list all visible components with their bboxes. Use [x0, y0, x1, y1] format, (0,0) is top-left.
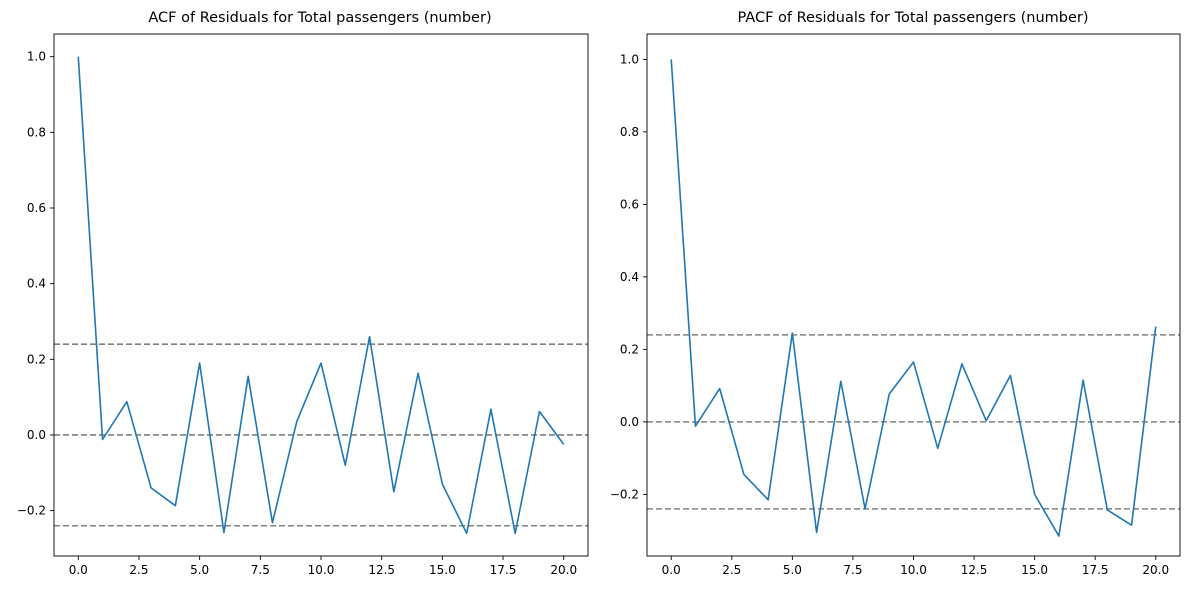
pacf-x-tick-label: 20.0 [1142, 563, 1169, 577]
acf-x-tick-label: 2.5 [129, 563, 148, 577]
pacf-axes-frame [646, 33, 1181, 557]
pacf-y-tick-label: 0.2 [620, 342, 639, 356]
acf-y-tick-label: −0.2 [17, 504, 46, 518]
pacf-y-tick-label: 1.0 [620, 52, 639, 66]
pacf-x-tick-label: 12.5 [961, 563, 988, 577]
acf-x-tick-label: 5.0 [190, 563, 209, 577]
acf-x-tick-label: 20.0 [550, 563, 577, 577]
acf-y-tick-label: 0.8 [27, 125, 46, 139]
pacf-x-tick-label: 7.5 [843, 563, 862, 577]
pacf-y-tick-label: −0.2 [610, 487, 639, 501]
acf-chart-title: ACF of Residuals for Total passengers (n… [148, 10, 491, 26]
acf-x-tick-label: 10.0 [308, 563, 335, 577]
pacf-x-tick-label: 2.5 [722, 563, 741, 577]
pacf-y-tick-label: 0.4 [620, 270, 639, 284]
acf-x-tick-label: 7.5 [251, 563, 270, 577]
pacf-panel: PACF of Residuals for Total passengers (… [610, 10, 1181, 577]
acf-y-tick-label: 0.2 [27, 352, 46, 366]
pacf-x-tick-label: 0.0 [662, 563, 681, 577]
pacf-chart-title: PACF of Residuals for Total passengers (… [737, 10, 1088, 26]
acf-panel: ACF of Residuals for Total passengers (n… [17, 10, 589, 577]
acf-x-tick-label: 0.0 [69, 563, 88, 577]
acf-x-tick-label: 17.5 [490, 563, 517, 577]
acf-x-tick-label: 12.5 [368, 563, 395, 577]
pacf-y-tick-label: 0.8 [620, 125, 639, 139]
pacf-x-tick-label: 10.0 [900, 563, 927, 577]
acf-x-tick-label: 15.0 [429, 563, 456, 577]
pacf-y-tick-label: 0.0 [620, 415, 639, 429]
pacf-series-line [670, 59, 1157, 537]
acf-y-tick-label: 0.4 [27, 277, 46, 291]
pacf-x-tick-label: 15.0 [1021, 563, 1048, 577]
acf-y-tick-label: 0.6 [27, 201, 46, 215]
acf-axes-frame [53, 33, 589, 557]
pacf-x-tick-label: 17.5 [1082, 563, 1109, 577]
acf-series-line [77, 56, 565, 535]
acf-y-tick-label: 0.0 [27, 428, 46, 442]
pacf-y-tick-label: 0.6 [620, 197, 639, 211]
acf-y-tick-label: 1.0 [27, 50, 46, 64]
pacf-x-tick-label: 5.0 [783, 563, 802, 577]
